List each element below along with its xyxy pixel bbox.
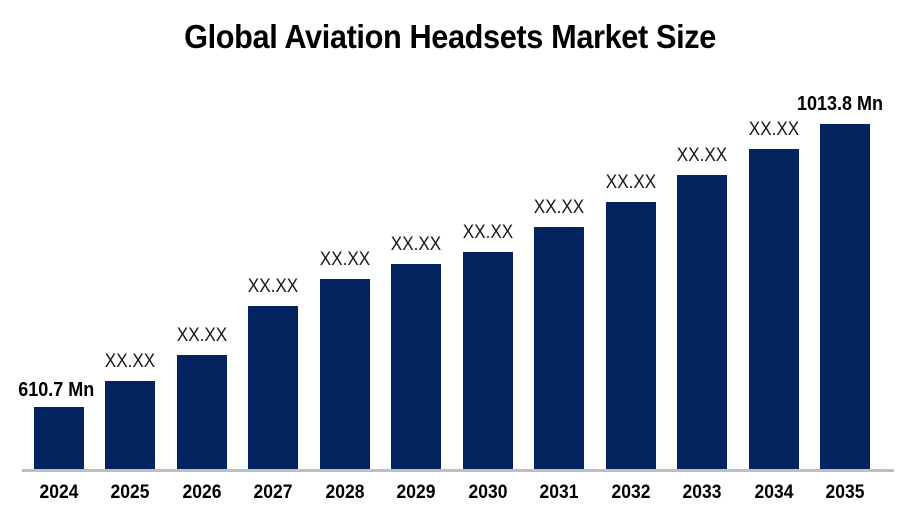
bar-2024[interactable] [34,407,84,469]
value-label-2028: XX.XX [319,249,371,270]
bar-2026[interactable] [177,355,227,469]
value-label-2025: XX.XX [104,351,156,372]
value-label-2027: XX.XX [247,276,299,297]
bar-2027[interactable] [248,306,298,469]
bar-2025[interactable] [105,381,155,469]
value-label-2035: 1013.8 Mn [796,93,884,115]
x-axis-label-2028: 2028 [325,482,365,503]
x-axis-label-2034: 2034 [754,482,794,503]
value-label-2024: 610.7 Mn [18,379,95,401]
value-label-2026: XX.XX [176,325,228,346]
x-axis-label-2025: 2025 [110,482,150,503]
x-axis-label-2024: 2024 [39,482,79,503]
x-axis-label-2032: 2032 [611,482,651,503]
bar-2032[interactable] [606,202,656,469]
x-axis-label-2029: 2029 [396,482,436,503]
x-axis-label-2030: 2030 [468,482,508,503]
value-label-2029: XX.XX [390,234,442,255]
bar-2034[interactable] [749,149,799,469]
x-axis-label-2031: 2031 [539,482,579,503]
bar-2035[interactable] [820,124,870,469]
x-axis-label-2033: 2033 [682,482,722,503]
value-label-2034: XX.XX [748,119,800,140]
x-axis-label-2027: 2027 [253,482,293,503]
bar-2031[interactable] [534,227,584,469]
bar-2028[interactable] [320,279,370,469]
value-label-2030: XX.XX [462,222,514,243]
bar-2033[interactable] [677,175,727,469]
value-label-2032: XX.XX [605,172,657,193]
bar-2030[interactable] [463,252,513,469]
value-label-2033: XX.XX [676,145,728,166]
bar-2029[interactable] [391,264,441,469]
x-axis-label-2035: 2035 [825,482,865,503]
chart-title: Global Aviation Headsets Market Size [184,18,716,55]
x-axis-label-2026: 2026 [182,482,222,503]
value-label-2031: XX.XX [533,197,585,218]
x-axis-line [22,469,894,472]
